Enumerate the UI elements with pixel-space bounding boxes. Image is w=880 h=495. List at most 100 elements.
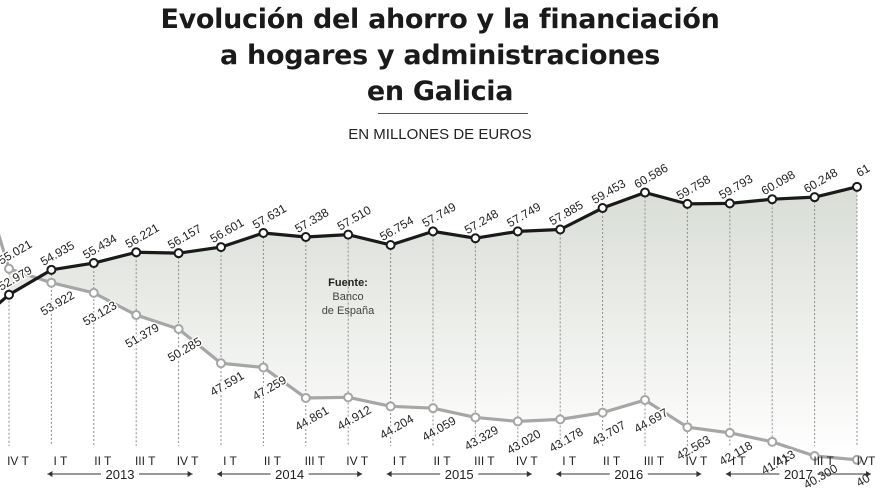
data-point-series-1-15 — [640, 187, 650, 198]
chart-title-line-2: a hogares y administraciones — [220, 40, 660, 71]
data-label-series-2-8: 44.912 — [335, 402, 374, 433]
data-point-series-2-5 — [216, 358, 226, 369]
data-label-series-1-11: 57.248 — [462, 206, 501, 237]
year-label-2015: 2015 — [445, 467, 474, 482]
data-label-series-2-10: 44.059 — [420, 413, 459, 444]
data-point-series-2-9 — [385, 401, 396, 412]
arrow-left-icon — [217, 471, 222, 477]
x-tick-label-1: I T — [54, 454, 68, 468]
data-point-series-2-1 — [46, 277, 57, 288]
data-point-series-2-10 — [428, 403, 438, 414]
data-label-series-1-6: 57.631 — [250, 201, 289, 232]
x-tick-label-9: I T — [393, 454, 407, 468]
arrow-right-icon — [357, 471, 363, 477]
x-tick-label-13: I T — [562, 454, 576, 468]
data-label-series-1-16: 59.758 — [674, 172, 713, 203]
year-label-2016: 2016 — [614, 467, 643, 482]
chart-subtitle: EN MILLONES DE EUROS — [348, 126, 532, 143]
data-point-series-2-4 — [173, 323, 184, 334]
data-point-series-1-6 — [258, 227, 269, 238]
data-point-series-1-11 — [470, 233, 481, 244]
data-label-series-1-15: 60.586 — [632, 161, 671, 192]
data-label-series-2-6: 47.259 — [250, 373, 289, 404]
chart-title-line-1: Evolución del ahorro y la financiación — [160, 4, 720, 35]
arrow-left-icon — [386, 471, 392, 477]
data-point-series-2-15 — [640, 395, 650, 406]
x-tick-label-3: III T — [135, 454, 156, 468]
data-label-series-1-18: 60.098 — [759, 167, 798, 198]
data-point-series-2-11 — [470, 412, 481, 423]
data-label-series-2-13: 43.178 — [547, 425, 586, 456]
source-line-2: de España — [321, 305, 375, 317]
data-point-series-2-20 — [852, 454, 862, 465]
data-point-series-1-13 — [555, 224, 566, 235]
data-point-series-2-13 — [555, 414, 566, 425]
data-point-series-1-2 — [88, 258, 99, 269]
data-label-series-1-12: 57.749 — [504, 200, 543, 231]
x-tick-label-18: II T — [773, 454, 791, 468]
year-label-2017: 2017 — [784, 467, 813, 482]
data-label-series-1-4: 56.157 — [165, 221, 204, 252]
data-point-series-1-20 — [852, 181, 862, 192]
data-point-series-1-3 — [131, 247, 142, 258]
data-label-series-1-1: 54.935 — [38, 238, 77, 269]
data-point-series-2-17 — [724, 427, 735, 438]
data-point-series-1-10 — [428, 226, 438, 237]
data-point-series-1-14 — [597, 203, 608, 214]
x-tick-label-16: IV T — [686, 454, 708, 468]
arrow-right-icon — [866, 471, 871, 477]
x-tick-label-6: II T — [264, 454, 282, 468]
x-tick-label-11: III T — [474, 454, 495, 468]
data-point-series-2-7 — [300, 392, 311, 403]
data-label-series-1-8: 57.510 — [335, 203, 374, 234]
data-point-series-2-3 — [131, 310, 142, 321]
data-label-series-1-3: 56.221 — [123, 220, 162, 251]
x-tick-label-10: II T — [433, 454, 451, 468]
data-label-series-1-7: 57.338 — [292, 205, 331, 236]
chart-title-line-3: en Galicia — [366, 76, 514, 107]
x-tick-label-15: III T — [644, 454, 665, 468]
arrow-left-icon — [556, 471, 562, 477]
source-note: Fuente: Banco de España — [308, 276, 388, 318]
source-line-1: Banco — [332, 291, 364, 303]
x-tick-label-20: IVT — [857, 454, 876, 468]
data-label-series-2-11: 43.329 — [462, 423, 501, 454]
arrow-right-icon — [526, 471, 532, 477]
data-point-series-2-18 — [767, 436, 778, 447]
x-tick-label-12: IV T — [516, 454, 538, 468]
data-label-series-2-0: 55.021 — [0, 237, 35, 268]
data-point-series-2-19 — [809, 450, 820, 461]
data-point-series-1-16 — [682, 198, 693, 209]
data-point-series-1-0 — [4, 289, 14, 300]
data-point-series-1-8 — [343, 229, 354, 240]
x-tick-label-17: I T — [732, 454, 746, 468]
data-point-series-2-14 — [597, 407, 608, 418]
x-tick-label-14: II T — [603, 454, 621, 468]
data-label-series-1-20: 61 — [854, 161, 873, 180]
data-label-series-2-4: 50.285 — [165, 334, 204, 365]
data-point-series-1-5 — [216, 242, 226, 253]
title-underline — [378, 113, 528, 114]
data-point-series-2-8 — [343, 392, 354, 403]
data-point-series-1-9 — [385, 239, 396, 250]
data-label-series-2-12: 43.020 — [504, 427, 543, 458]
arrow-left-icon — [725, 471, 731, 477]
data-label-series-2-9: 44.204 — [377, 411, 416, 442]
data-point-series-1-7 — [300, 231, 311, 242]
data-label-series-1-10: 57.749 — [420, 200, 459, 231]
source-label: Fuente: — [328, 277, 368, 289]
x-tick-label-19: III T — [813, 454, 834, 468]
data-point-series-2-0 — [4, 263, 14, 274]
x-tick-label-0: IV T — [7, 454, 29, 468]
data-label-series-2-2: 53.123 — [80, 298, 119, 329]
data-point-series-1-19 — [809, 192, 820, 203]
data-point-series-1-1 — [46, 264, 57, 275]
x-tick-label-8: IV T — [346, 454, 368, 468]
arrow-right-icon — [187, 471, 193, 477]
x-tick-label-7: III T — [305, 454, 326, 468]
year-label-2013: 2013 — [106, 467, 135, 482]
arrow-left-icon — [47, 471, 53, 477]
data-point-series-2-16 — [682, 422, 693, 433]
